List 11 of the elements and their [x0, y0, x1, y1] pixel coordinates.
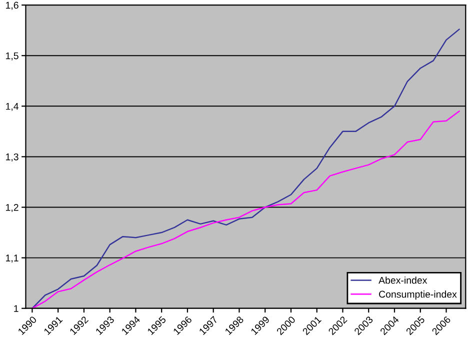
y-tick-label: 1,1 — [6, 254, 18, 263]
y-tick-label: 1 — [14, 305, 18, 312]
y-tick-label: 1,6 — [6, 2, 18, 10]
line-series — [32, 28, 460, 308]
y-tick-label: 1,2 — [6, 204, 18, 212]
y-tick-label: 1,5 — [6, 52, 18, 60]
y-tick-label: 1,3 — [6, 153, 18, 162]
y-tick-label: 1,4 — [6, 102, 19, 111]
legend-label: Consumptie-index — [379, 290, 457, 300]
line-series — [32, 110, 460, 308]
legend-label: Abex-index — [378, 276, 428, 284]
